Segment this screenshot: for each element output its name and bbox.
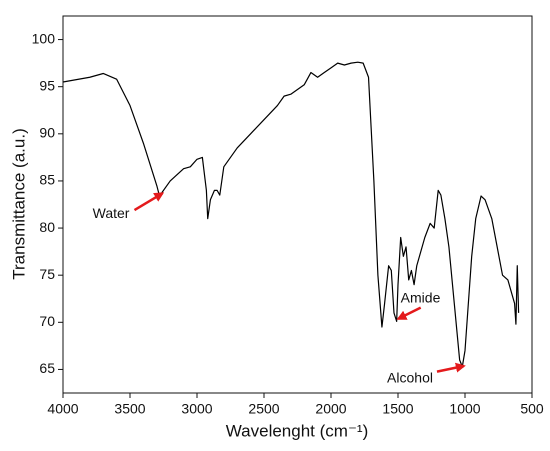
plot-frame <box>62 15 533 394</box>
y-tick-label: 95 <box>39 77 55 93</box>
annotation-label: Alcohol <box>387 369 433 385</box>
x-tick-label: 2500 <box>248 401 279 417</box>
x-tick-label: 2000 <box>315 401 346 417</box>
x-tick-label: 500 <box>520 401 544 417</box>
annotation-arrow <box>396 306 422 320</box>
y-axis-label: Transmittance (a.u.) <box>9 128 28 279</box>
annotation-label: Water <box>93 205 130 221</box>
y-tick-label: 80 <box>39 219 55 235</box>
x-tick-label: 3000 <box>181 401 212 417</box>
spectrum-line <box>62 61 520 368</box>
y-tick-label: 85 <box>39 172 55 188</box>
x-axis-label: Wavelenght (cm⁻¹) <box>226 421 368 440</box>
y-tick-label: 75 <box>39 266 55 282</box>
x-tick-label: 3500 <box>114 401 145 417</box>
x-tick-label: 4000 <box>47 401 78 417</box>
x-tick-label: 1000 <box>449 401 480 417</box>
annotation-label: Amide <box>401 289 441 305</box>
x-tick-label: 1500 <box>382 401 413 417</box>
annotation-arrow <box>133 192 165 212</box>
annotation-arrow <box>436 362 466 373</box>
y-tick-label: 90 <box>39 125 55 141</box>
y-tick-label: 100 <box>32 30 56 46</box>
y-tick-label: 65 <box>39 360 55 376</box>
y-tick-label: 70 <box>39 313 55 329</box>
